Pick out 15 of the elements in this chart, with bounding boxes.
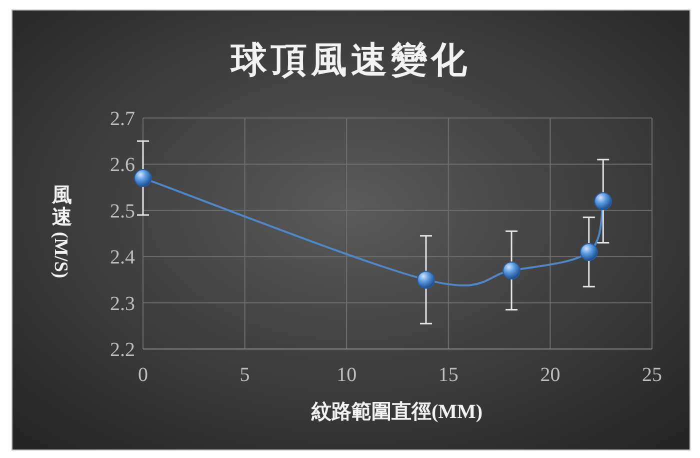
x-tick-label: 5 <box>240 364 250 386</box>
x-tick-label: 20 <box>540 364 560 386</box>
y-tick-label: 2.4 <box>110 246 135 269</box>
ylabel: 風速(M/S) <box>50 184 72 278</box>
y-tick-label: 2.3 <box>110 292 135 315</box>
y-tick-label: 2.7 <box>110 108 135 130</box>
chart-title: 球頂風速變化 <box>229 40 471 80</box>
x-tick-label: 25 <box>642 364 662 386</box>
y-tick-label: 2.6 <box>110 154 135 176</box>
x-axis-title: 紋路範圍直徑(MM) <box>310 401 483 423</box>
x-tick-label: 15 <box>438 364 458 386</box>
x-tick-label: 10 <box>336 364 357 386</box>
x-tick-label: 0 <box>138 364 148 386</box>
y-tick-label: 2.5 <box>110 200 135 222</box>
y-tick-label: 2.2 <box>110 339 135 361</box>
